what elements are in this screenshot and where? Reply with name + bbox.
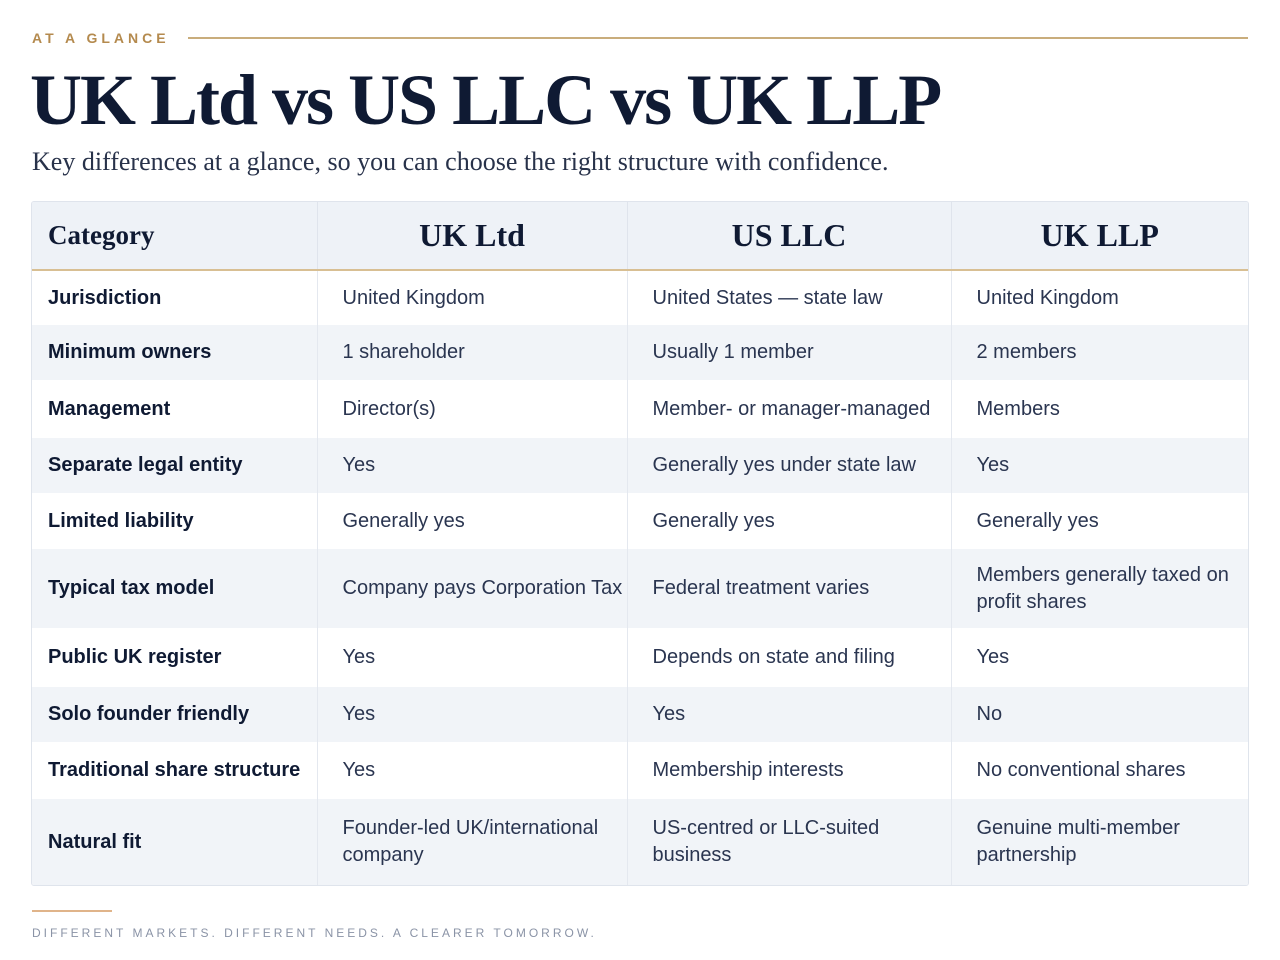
cell-us-llc: United States — state law bbox=[626, 270, 951, 325]
cell-us-llc: US-centred or LLC-suited business bbox=[626, 799, 951, 885]
cell-uk-llp: Generally yes bbox=[950, 493, 1248, 549]
cell-us-llc: Generally yes under state law bbox=[626, 438, 951, 493]
cell-category: Separate legal entity bbox=[32, 438, 317, 493]
table-row: Solo founder friendly Yes Yes No bbox=[32, 687, 1248, 742]
cell-uk-ltd: Yes bbox=[316, 438, 627, 493]
cell-category: Jurisdiction bbox=[32, 270, 317, 325]
cell-us-llc: Usually 1 member bbox=[626, 325, 951, 380]
cell-category: Solo founder friendly bbox=[32, 687, 317, 742]
eyebrow-label: AT A GLANCE bbox=[32, 30, 170, 46]
cell-uk-llp: No conventional shares bbox=[950, 742, 1248, 799]
page-subtitle: Key differences at a glance, so you can … bbox=[32, 147, 889, 176]
cell-uk-ltd: Founder-led UK/international company bbox=[316, 799, 627, 885]
cell-category: Public UK register bbox=[32, 628, 317, 687]
header-uk-llp: UK LLP bbox=[950, 202, 1248, 271]
cell-category: Limited liability bbox=[32, 493, 317, 549]
table-row: Limited liability Generally yes Generally … bbox=[32, 493, 1248, 549]
cell-uk-llp: United Kingdom bbox=[950, 270, 1248, 325]
table-row: Public UK register Yes Depends on state an… bbox=[32, 628, 1248, 687]
comparison-table: Category UK Ltd US LLC UK LLP Jurisdicti… bbox=[32, 202, 1248, 885]
cell-category: Minimum owners bbox=[32, 325, 317, 380]
table-row: Management Director(s) Member- or manager-… bbox=[32, 380, 1248, 438]
cell-us-llc: Federal treatment varies bbox=[626, 549, 951, 628]
header-us-llc: US LLC bbox=[626, 202, 951, 271]
cell-uk-ltd: Yes bbox=[316, 628, 627, 687]
cell-uk-llp: Yes bbox=[950, 628, 1248, 687]
cell-category: Typical tax model bbox=[32, 549, 317, 628]
cell-uk-llp: No bbox=[950, 687, 1248, 742]
cell-category: Natural fit bbox=[32, 799, 317, 885]
cell-uk-llp: Members bbox=[950, 380, 1248, 438]
page-title: UK Ltd vs US LLC vs UK LLP bbox=[30, 60, 942, 140]
table-row: Minimum owners 1 shareholder Usually 1 mem… bbox=[32, 325, 1248, 380]
footer-tagline: DIFFERENT MARKETS. DIFFERENT NEEDS. A CL… bbox=[32, 926, 597, 940]
cell-uk-ltd: United Kingdom bbox=[316, 270, 627, 325]
cell-us-llc: Yes bbox=[626, 687, 951, 742]
table-row: Natural fit Founder-led UK/international … bbox=[32, 799, 1248, 885]
footer-accent-line bbox=[32, 910, 112, 912]
cell-uk-ltd: Director(s) bbox=[316, 380, 627, 438]
table-row: Separate legal entity Yes Generally yes un… bbox=[32, 438, 1248, 493]
cell-us-llc: Member- or manager-managed bbox=[626, 380, 951, 438]
cell-uk-ltd: Company pays Corporation Tax bbox=[316, 549, 627, 628]
cell-category: Traditional share structure bbox=[32, 742, 317, 799]
cell-uk-ltd: Yes bbox=[316, 742, 627, 799]
cell-uk-llp: Yes bbox=[950, 438, 1248, 493]
table-body: Jurisdiction United Kingdom United States … bbox=[32, 270, 1248, 885]
table-row: Traditional share structure Yes Membership… bbox=[32, 742, 1248, 799]
cell-uk-llp: Members generally taxed on profit shares bbox=[950, 549, 1248, 628]
table-row: Typical tax model Company pays Corporatio… bbox=[32, 549, 1248, 628]
cell-uk-llp: 2 members bbox=[950, 325, 1248, 380]
cell-category: Management bbox=[32, 380, 317, 438]
header-category: Category bbox=[32, 202, 317, 271]
cell-us-llc: Generally yes bbox=[626, 493, 951, 549]
table-header-row: Category UK Ltd US LLC UK LLP bbox=[32, 202, 1248, 271]
cell-uk-ltd: Generally yes bbox=[316, 493, 627, 549]
header-uk-ltd: UK Ltd bbox=[316, 202, 627, 271]
eyebrow-row: AT A GLANCE bbox=[32, 28, 1248, 48]
cell-us-llc: Depends on state and filing bbox=[626, 628, 951, 687]
cell-uk-llp: Genuine multi-member partnership bbox=[950, 799, 1248, 885]
table-row: Jurisdiction United Kingdom United States … bbox=[32, 270, 1248, 325]
cell-uk-ltd: 1 shareholder bbox=[316, 325, 627, 380]
cell-uk-ltd: Yes bbox=[316, 687, 627, 742]
cell-us-llc: Membership interests bbox=[626, 742, 951, 799]
comparison-table-container: Category UK Ltd US LLC UK LLP Jurisdicti… bbox=[31, 201, 1249, 886]
eyebrow-divider bbox=[187, 37, 1248, 39]
